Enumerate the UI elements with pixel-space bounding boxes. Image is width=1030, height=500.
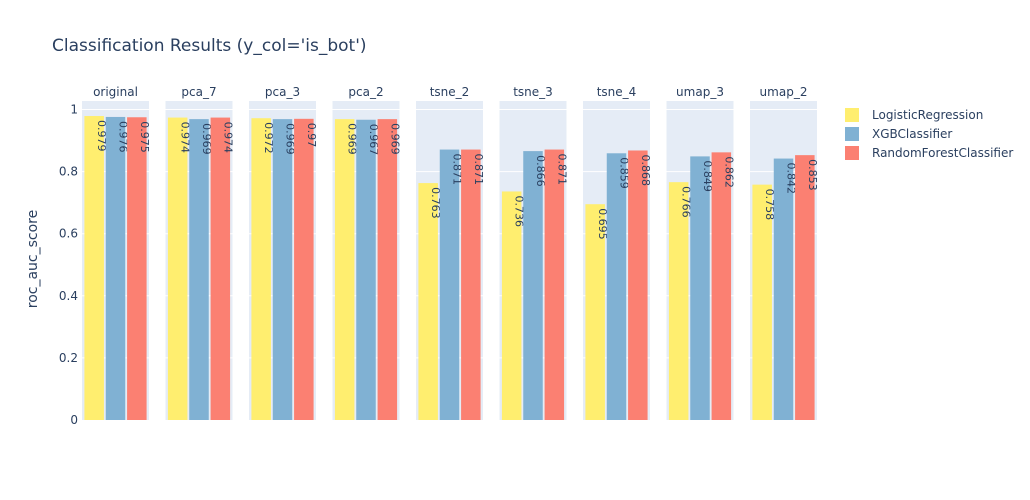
facet-label: original [93, 85, 138, 99]
bar-value-label: 0.969 [284, 123, 297, 155]
bar-value-label: 0.736 [513, 195, 526, 227]
bar-value-label: 0.979 [95, 120, 108, 151]
bar-value-label: 0.969 [388, 123, 401, 155]
bar[interactable] [628, 150, 648, 420]
facet-label: pca_2 [348, 85, 383, 99]
legend-label: RandomForestClassifier [872, 146, 1013, 160]
facet-label: umap_2 [760, 85, 808, 99]
bar-value-label: 0.758 [763, 189, 776, 221]
facet-panel: umap_2 0.758 0.842 0.853 [750, 85, 819, 420]
legend[interactable]: LogisticRegression XGBClassifier RandomFor… [845, 108, 1013, 160]
bar[interactable] [167, 117, 188, 420]
bar[interactable] [711, 152, 732, 420]
y-tick-label: 1 [70, 103, 78, 117]
bar[interactable] [127, 117, 147, 420]
bar[interactable] [501, 191, 522, 420]
y-tick-label: 0.4 [59, 289, 78, 303]
bar-value-label: 0.972 [262, 122, 275, 154]
legend-label: LogisticRegression [872, 108, 983, 122]
bar[interactable] [523, 151, 543, 420]
y-axis: 0 0.2 0.4 0.6 0.8 1 [59, 103, 78, 428]
bar-value-label: 0.842 [785, 163, 798, 195]
bar-value-label: 0.871 [451, 154, 464, 186]
bar[interactable] [272, 119, 293, 421]
bar-value-label: 0.763 [429, 187, 442, 219]
bar[interactable] [544, 149, 565, 420]
bar[interactable] [606, 153, 627, 420]
y-tick-label: 0 [70, 413, 78, 427]
bar[interactable] [294, 118, 314, 420]
y-axis-title: roc_auc_score [25, 210, 41, 308]
bar-value-label: 0.969 [200, 123, 213, 155]
bar-value-label: 0.974 [221, 122, 234, 154]
legend-swatch [845, 127, 859, 141]
bar-value-label: 0.853 [806, 159, 819, 191]
legend-label: XGBClassifier [872, 127, 952, 141]
bar[interactable] [585, 204, 605, 420]
bar-value-label: 0.868 [639, 154, 652, 186]
legend-swatch [845, 108, 859, 122]
facet-label: umap_3 [676, 85, 724, 99]
bar-value-label: 0.871 [555, 154, 568, 186]
facet-panel: umap_3 0.766 0.849 0.862 [666, 85, 735, 420]
bar[interactable] [105, 116, 126, 421]
bar-value-label: 0.766 [680, 186, 693, 218]
bar-value-label: 0.695 [596, 208, 609, 240]
bar-value-label: 0.976 [117, 121, 130, 152]
bar[interactable] [210, 117, 231, 420]
y-tick-label: 0.2 [59, 351, 78, 365]
facet-panel: pca_7 0.974 0.969 0.974 [165, 85, 234, 421]
legend-item[interactable]: LogisticRegression [845, 108, 983, 122]
chart-title: Classification Results (y_col='is_bot') [52, 36, 367, 56]
bar-value-label: 0.866 [534, 155, 547, 187]
legend-item[interactable]: XGBClassifier [845, 127, 952, 141]
bar-value-label: 0.859 [618, 157, 631, 189]
bar[interactable] [334, 119, 355, 421]
facet-label: tsne_4 [597, 85, 637, 99]
bar[interactable] [668, 182, 689, 420]
bar[interactable] [377, 119, 398, 421]
facet-label: tsne_2 [430, 85, 470, 99]
bar[interactable] [84, 116, 104, 420]
facet-panel: tsne_2 0.763 0.871 0.871 [416, 85, 485, 420]
facet-label: tsne_3 [513, 85, 553, 99]
legend-item[interactable]: RandomForestClassifier [845, 146, 1013, 160]
legend-swatch [845, 146, 859, 160]
bar[interactable] [356, 119, 376, 421]
bar-value-label: 0.97 [305, 123, 318, 148]
bar[interactable] [795, 155, 815, 420]
y-tick-label: 0.8 [59, 165, 78, 179]
bar-value-label: 0.967 [367, 124, 380, 155]
facet-panel: pca_2 0.969 0.967 0.969 [332, 85, 401, 421]
bar-value-label: 0.969 [346, 123, 359, 155]
bar[interactable] [752, 184, 772, 420]
facet-panel: pca_3 0.972 0.969 0.97 [249, 85, 318, 421]
bar[interactable] [773, 158, 794, 420]
bar[interactable] [189, 119, 209, 421]
bar-value-label: 0.974 [179, 122, 192, 154]
bar-value-label: 0.849 [701, 160, 714, 192]
bar[interactable] [418, 183, 438, 420]
bar[interactable] [690, 156, 710, 420]
facet-label: pca_3 [265, 85, 300, 99]
bar-value-label: 0.871 [472, 154, 485, 186]
bar[interactable] [439, 149, 460, 420]
facet-panel: tsne_4 0.695 0.859 0.868 [583, 85, 652, 420]
facet-label: pca_7 [181, 85, 216, 99]
facets: original 0.979 0.976 0.975 pca_7 0.974 0.969 0.… [82, 85, 819, 421]
bar[interactable] [251, 118, 271, 420]
y-tick-label: 0.6 [59, 227, 78, 241]
bar-value-label: 0.975 [138, 121, 151, 153]
bar-value-label: 0.862 [722, 156, 735, 188]
bar[interactable] [461, 149, 481, 420]
facet-panel: tsne_3 0.736 0.866 0.871 [499, 85, 568, 420]
facet-panel: original 0.979 0.976 0.975 [82, 85, 151, 421]
